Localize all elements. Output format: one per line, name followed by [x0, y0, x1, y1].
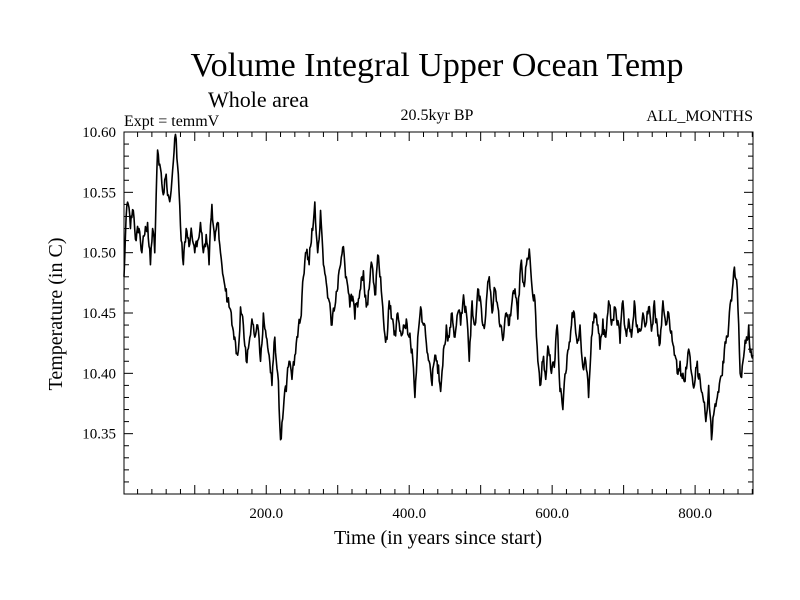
- axis-tick-labels: 200.0 400.0 600.0 800.0 10.35 10.40 10.45 10.50…: [82, 125, 712, 522]
- experiment-label: Expt = temmV: [124, 113, 220, 130]
- axis-ticks: [124, 132, 753, 494]
- period-label: 20.5kyr BP: [401, 107, 474, 124]
- y-tick-label: 10.50: [82, 246, 116, 262]
- chart-title: Volume Integral Upper Ocean Temp: [191, 47, 684, 84]
- x-axis-label: Time (in years since start): [334, 527, 542, 549]
- x-tick-label: 400.0: [392, 506, 426, 522]
- chart-subtitle: Whole area: [208, 87, 309, 112]
- y-tick-label: 10.35: [82, 427, 116, 443]
- x-tick-label: 600.0: [535, 506, 569, 522]
- temperature-series-line: [123, 133, 754, 441]
- x-tick-label: 200.0: [249, 506, 283, 522]
- months-label: ALL_MONTHS: [646, 108, 753, 125]
- y-tick-label: 10.55: [82, 185, 116, 201]
- y-axis-label: Temperature (in C): [45, 238, 67, 391]
- plot-frame: [123, 131, 754, 495]
- y-tick-label: 10.45: [82, 306, 116, 322]
- x-tick-label: 800.0: [678, 506, 712, 522]
- y-tick-label: 10.40: [82, 366, 116, 382]
- y-tick-label: 10.60: [82, 125, 116, 141]
